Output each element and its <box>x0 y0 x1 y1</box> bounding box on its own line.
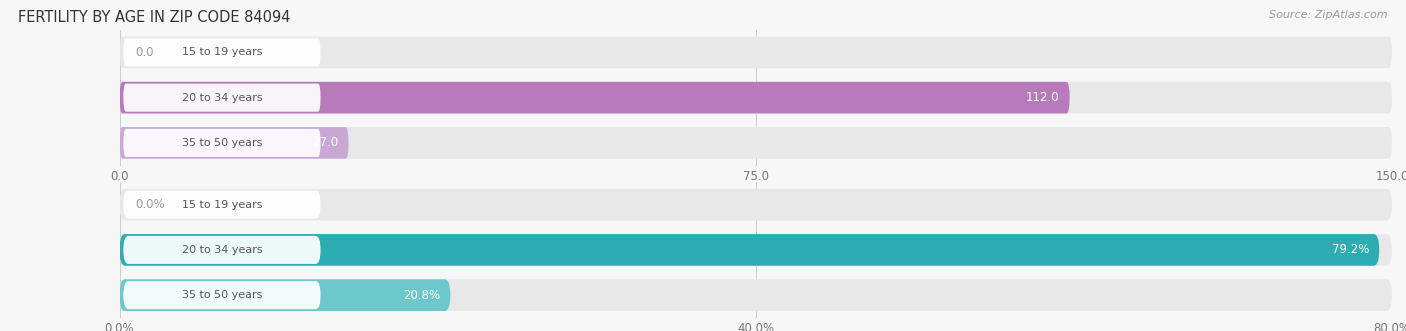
Text: 35 to 50 years: 35 to 50 years <box>181 138 262 148</box>
FancyBboxPatch shape <box>124 38 321 67</box>
Text: 27.0: 27.0 <box>312 136 339 149</box>
FancyBboxPatch shape <box>120 37 1392 68</box>
Text: 112.0: 112.0 <box>1026 91 1059 104</box>
FancyBboxPatch shape <box>120 127 1392 159</box>
FancyBboxPatch shape <box>124 191 321 219</box>
Text: 20.8%: 20.8% <box>404 289 440 302</box>
FancyBboxPatch shape <box>124 84 321 112</box>
Text: FERTILITY BY AGE IN ZIP CODE 84094: FERTILITY BY AGE IN ZIP CODE 84094 <box>18 10 291 25</box>
Text: 20 to 34 years: 20 to 34 years <box>181 93 263 103</box>
Text: 0.0: 0.0 <box>135 46 153 59</box>
FancyBboxPatch shape <box>120 234 1392 266</box>
FancyBboxPatch shape <box>120 279 1392 311</box>
FancyBboxPatch shape <box>120 127 349 159</box>
FancyBboxPatch shape <box>120 82 1070 114</box>
FancyBboxPatch shape <box>120 82 1392 114</box>
Text: 20 to 34 years: 20 to 34 years <box>181 245 263 255</box>
FancyBboxPatch shape <box>124 129 321 157</box>
FancyBboxPatch shape <box>120 234 1379 266</box>
Text: 35 to 50 years: 35 to 50 years <box>181 290 262 300</box>
FancyBboxPatch shape <box>120 189 1392 220</box>
Text: 0.0%: 0.0% <box>135 198 165 211</box>
Text: Source: ZipAtlas.com: Source: ZipAtlas.com <box>1270 10 1388 20</box>
FancyBboxPatch shape <box>120 279 450 311</box>
Text: 15 to 19 years: 15 to 19 years <box>181 47 262 57</box>
Text: 79.2%: 79.2% <box>1331 243 1369 257</box>
Text: 15 to 19 years: 15 to 19 years <box>181 200 262 210</box>
FancyBboxPatch shape <box>124 281 321 309</box>
FancyBboxPatch shape <box>124 236 321 264</box>
